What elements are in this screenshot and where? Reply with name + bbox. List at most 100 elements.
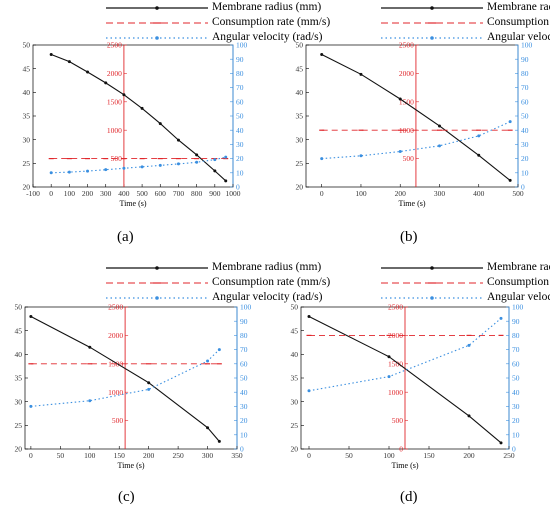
x-tick-label: 900 [209, 189, 221, 198]
data-point-radius [140, 106, 144, 110]
x-tick-label: 500 [512, 189, 524, 198]
data-point-velocity [359, 154, 363, 158]
data-point-velocity [158, 163, 162, 167]
left-tick-label: 35 [23, 112, 31, 121]
right-tick-label: 0 [236, 183, 240, 192]
x-tick-label: 500 [136, 189, 148, 198]
data-point-velocity [195, 160, 199, 164]
right-tick-label: 40 [512, 388, 520, 397]
x-axis-label: Time (s) [398, 199, 425, 208]
right-tick-label: 80 [236, 69, 244, 78]
left-tick-label: 40 [291, 350, 299, 359]
caption-b: (b) [400, 229, 418, 245]
legend-velocity-marker [155, 36, 159, 40]
mid-tick-label: 500 [392, 416, 404, 425]
mid-tick-label: 1000 [108, 388, 123, 397]
right-tick-label: 20 [521, 154, 529, 163]
x-tick-label: 300 [202, 451, 214, 460]
mid-tick-label: 2500 [107, 41, 122, 50]
mid-tick-label: 1500 [107, 97, 122, 106]
data-point-radius [86, 70, 90, 74]
x-tick-label: 150 [114, 451, 126, 460]
left-tick-label: 20 [23, 183, 31, 192]
left-tick-label: 20 [291, 445, 299, 454]
legend-velocity-label: Angular velocity (rad/s) [487, 31, 550, 43]
left-tick-label: 35 [296, 112, 304, 121]
data-point-radius [176, 138, 180, 142]
right-tick-label: 90 [240, 317, 248, 326]
right-tick-label: 20 [240, 416, 248, 425]
right-tick-label: 100 [521, 41, 533, 50]
data-point-radius [147, 381, 151, 385]
legend-velocity-marker [430, 296, 434, 300]
left-tick-label: 50 [296, 41, 304, 50]
x-tick-label: 100 [84, 451, 96, 460]
data-point-radius [320, 52, 324, 56]
left-tick-label: 30 [15, 397, 23, 406]
data-point-radius [206, 426, 210, 430]
data-point-velocity [29, 404, 33, 408]
right-tick-label: 30 [240, 402, 248, 411]
right-tick-label: 60 [521, 97, 529, 106]
right-tick-label: 50 [512, 374, 520, 383]
x-tick-label: 100 [383, 451, 395, 460]
x-tick-label: 200 [143, 451, 155, 460]
legend-rate-label: Consumption rate (mm/s) [212, 276, 331, 288]
data-point-radius [307, 314, 311, 318]
data-point-velocity [206, 359, 210, 363]
plot-frame [24, 306, 238, 450]
data-point-radius [67, 60, 71, 64]
x-tick-label: 200 [395, 189, 407, 198]
chart-svg: 202530354045500102030405060708090100-100… [23, 41, 248, 208]
legend-keys [106, 266, 208, 300]
legend: Membrane radius (mm) Consumption rate (m… [102, 0, 330, 48]
right-tick-label: 50 [240, 374, 248, 383]
x-tick-label: 100 [64, 189, 76, 198]
chart-panel-a: Membrane radius (mm) Consumption rate (m… [0, 0, 331, 215]
x-tick-label: 350 [231, 451, 243, 460]
legend-radius-label: Membrane radius (mm) [487, 261, 550, 273]
data-point-velocity [122, 166, 126, 170]
legend-keys [106, 6, 208, 40]
data-point-radius [467, 414, 471, 418]
legend-radius-label: Membrane radius (mm) [212, 1, 322, 13]
data-point-velocity [176, 162, 180, 166]
data-point-velocity [224, 155, 228, 159]
x-tick-label: 100 [355, 189, 367, 198]
mid-tick-label: 2000 [388, 331, 403, 340]
left-tick-label: 50 [291, 303, 299, 312]
right-tick-label: 90 [236, 55, 244, 64]
legend: Membrane radius (mm) Consumption rate (m… [377, 0, 550, 48]
x-axis-label: Time (s) [117, 461, 144, 470]
x-tick-label: 0 [307, 451, 311, 460]
legend-radius-marker [430, 6, 434, 10]
right-tick-label: 70 [512, 345, 520, 354]
x-tick-label: -100 [26, 189, 40, 198]
left-tick-label: 30 [296, 135, 304, 144]
mid-tick-label: 2500 [388, 303, 403, 312]
data-point-radius [122, 93, 126, 97]
legend-radius-label: Membrane radius (mm) [212, 261, 322, 273]
right-tick-label: 60 [512, 359, 520, 368]
mid-tick-label: 2500 [108, 303, 123, 312]
series-line-radius [321, 54, 511, 181]
right-tick-label: 0 [512, 445, 516, 454]
right-tick-label: 70 [236, 83, 244, 92]
right-tick-label: 80 [512, 331, 520, 340]
x-tick-label: 300 [100, 189, 112, 198]
x-tick-label: 0 [49, 189, 53, 198]
left-tick-label: 50 [23, 41, 31, 50]
data-point-velocity [467, 343, 471, 347]
legend-velocity-marker [155, 296, 159, 300]
data-point-radius [508, 178, 512, 182]
x-tick-label: 400 [473, 189, 485, 198]
data-point-velocity [387, 375, 391, 379]
right-tick-label: 70 [240, 345, 248, 354]
mid-tick-label: 0 [399, 445, 403, 454]
legend-rate-label: Consumption rate (mm/s) [212, 16, 331, 28]
right-tick-label: 90 [512, 317, 520, 326]
data-point-radius [477, 153, 481, 157]
right-tick-label: 30 [236, 140, 244, 149]
